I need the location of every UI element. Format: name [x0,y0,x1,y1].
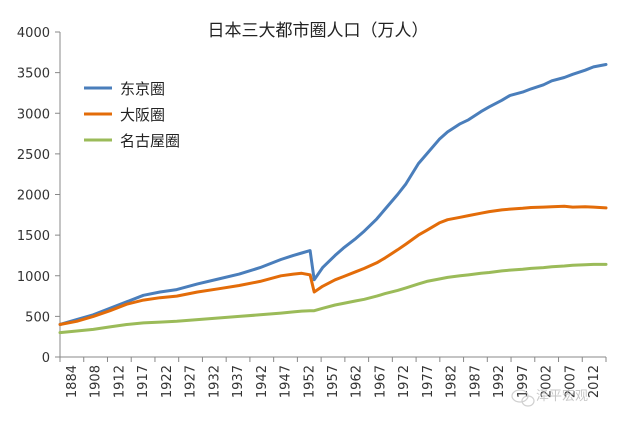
x-tick-label: 1982 [445,365,460,398]
legend-label-0: 东京圈 [120,80,165,98]
y-tick-label: 4000 [17,26,50,41]
y-tick-label: 0 [42,351,50,366]
series-line-2 [60,264,606,332]
x-tick-label: 1912 [112,365,127,398]
x-tick-label: 1884 [65,365,80,398]
x-tick-label: 1932 [207,365,222,398]
legend-label-1: 大阪圈 [120,106,165,124]
x-tick-label: 1972 [397,365,412,398]
x-tick-label: 1947 [279,365,294,398]
x-tick-label: 1908 [89,365,104,398]
chart-svg: 日本三大都市圈人口（万人） 0 500 1000 1500 2000 2500 3000 35… [0,0,632,437]
y-tick-label: 3000 [17,107,50,122]
x-tick-label: 1977 [421,365,436,398]
y-tick-label: 500 [25,310,50,325]
chart-title: 日本三大都市圈人口（万人） [208,21,429,41]
watermark-text: 泽平宏观 [536,389,588,404]
y-tick-label: 2000 [17,189,50,204]
x-tick-label: 1957 [326,365,341,398]
x-tick-label: 1922 [160,365,175,398]
x-tick-label: 1997 [516,365,531,398]
y-tick-label: 1000 [17,270,50,285]
x-tick-label: 1927 [184,365,199,398]
x-tick-label: 1967 [373,365,388,398]
y-tick-label: 1500 [17,229,50,244]
x-tick-label: 1962 [350,365,365,398]
x-tick-label: 1942 [255,365,270,398]
legend-label-2: 名古屋圈 [120,132,180,150]
x-tick-label: 1952 [302,365,317,398]
chart-container: 日本三大都市圈人口（万人） 0 500 1000 1500 2000 2500 3000 35… [0,0,632,437]
x-tick-label: 1937 [231,365,246,398]
x-tick-label: 2012 [587,365,602,398]
x-tick-label: 1992 [492,365,507,398]
x-tick-label: 1917 [136,365,151,398]
y-tick-label: 2500 [17,148,50,163]
series-line-0 [60,65,606,325]
y-tick-label: 3500 [17,67,50,82]
x-tick-label: 1987 [468,365,483,398]
